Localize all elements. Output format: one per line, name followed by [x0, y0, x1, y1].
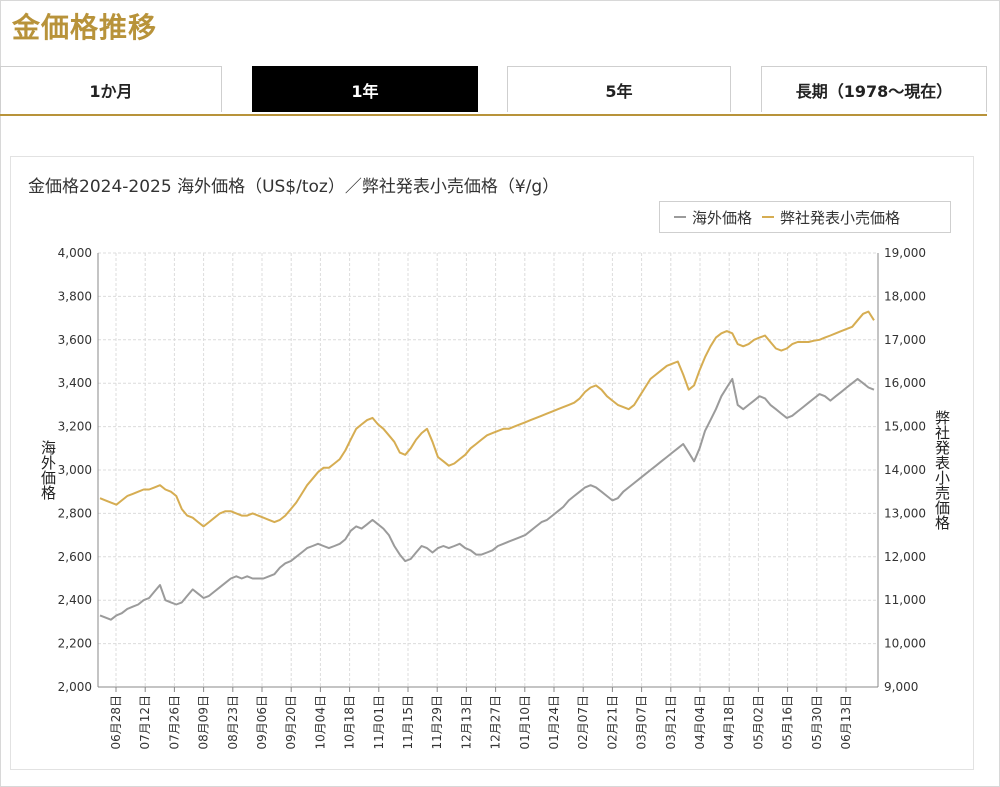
tab-1-month[interactable]: 1か月 [0, 66, 222, 112]
tab-1-year[interactable]: 1年 [252, 66, 478, 112]
y-left-tick-label: 3,000 [58, 463, 92, 477]
x-tick-label: 12月27日 [489, 695, 503, 750]
tab-5-years[interactable]: 5年 [507, 66, 731, 112]
x-tick-label: 01月10日 [518, 695, 532, 750]
y-right-tick-label: 14,000 [884, 463, 926, 477]
x-tick-label: 02月21日 [605, 695, 619, 750]
tabs-underline [0, 114, 987, 116]
x-tick-label: 08月09日 [197, 695, 211, 750]
x-tick-label: 05月30日 [810, 695, 824, 750]
x-tick-label: 08月23日 [226, 695, 240, 750]
legend-item-overseas[interactable]: 海外価格 [674, 207, 752, 228]
tab-label: 1か月 [89, 81, 133, 101]
x-tick-label: 07月26日 [167, 695, 181, 750]
chart-panel [10, 156, 974, 770]
period-tabs: 1か月 1年 5年 長期（1978〜現在） [0, 66, 1000, 116]
x-tick-label: 12月13日 [459, 695, 473, 750]
tab-long-term[interactable]: 長期（1978〜現在） [761, 66, 987, 112]
y-right-tick-label: 18,000 [884, 289, 926, 303]
y-right-tick-label: 16,000 [884, 376, 926, 390]
x-tick-label: 11月15日 [401, 695, 415, 750]
x-tick-label: 03月07日 [635, 695, 649, 750]
legend-swatch-overseas [674, 216, 686, 218]
series-line-overseas [99, 377, 875, 621]
x-tick-label: 02月07日 [576, 695, 590, 750]
chart-title: 金価格2024-2025 海外価格（US$/toz）／弊社発表小売価格（¥/g） [28, 177, 560, 197]
legend-label: 海外価格 [692, 208, 753, 227]
x-tick-label: 11月01日 [372, 695, 386, 750]
y-right-tick-label: 17,000 [884, 333, 926, 347]
y-left-tick-label: 3,200 [58, 420, 92, 434]
y-right-tick-label: 11,000 [884, 593, 926, 607]
x-tick-label: 03月21日 [664, 695, 678, 750]
x-tick-label: 06月13日 [839, 695, 853, 750]
y-left-tick-label: 2,000 [58, 680, 92, 694]
y-left-tick-label: 4,000 [58, 246, 92, 260]
y-right-tick-label: 9,000 [884, 680, 918, 694]
y-right-tick-label: 15,000 [884, 420, 926, 434]
x-tick-label: 04月04日 [693, 695, 707, 750]
y-left-tick-label: 3,600 [58, 333, 92, 347]
legend-swatch-retail [762, 216, 775, 218]
y-left-tick-label: 2,400 [58, 593, 92, 607]
y-right-tick-label: 10,000 [884, 637, 926, 651]
x-tick-label: 05月02日 [751, 695, 765, 750]
x-tick-label: 06月28日 [109, 695, 123, 750]
x-tick-label: 10月18日 [343, 695, 357, 750]
x-tick-label: 01月24日 [547, 695, 561, 750]
x-tick-label: 09月06日 [255, 695, 269, 750]
x-tick-label: 05月16日 [781, 695, 795, 750]
x-tick-label: 09月20日 [284, 695, 298, 750]
page-title: 金価格推移 [12, 11, 158, 44]
chart-legend: 海外価格 弊社発表小売価格 [659, 201, 951, 233]
y-right-tick-label: 12,000 [884, 550, 926, 564]
legend-label: 弊社発表小売価格 [780, 208, 901, 227]
tab-label: 5年 [605, 81, 633, 101]
y-left-tick-label: 2,600 [58, 550, 92, 564]
y-left-tick-label: 3,800 [58, 289, 92, 303]
x-tick-label: 10月04日 [313, 695, 327, 750]
y-right-tick-label: 19,000 [884, 246, 926, 260]
x-tick-label: 11月29日 [430, 695, 444, 750]
series-line-retail [99, 310, 875, 528]
y-left-tick-label: 3,400 [58, 376, 92, 390]
x-tick-label: 07月12日 [138, 695, 152, 750]
tab-label: 長期（1978〜現在） [795, 81, 953, 101]
legend-item-retail[interactable]: 弊社発表小売価格 [762, 207, 900, 228]
x-tick-label: 04月18日 [722, 695, 736, 750]
y-right-tick-label: 13,000 [884, 506, 926, 520]
y-left-tick-label: 2,200 [58, 637, 92, 651]
y-left-tick-label: 2,800 [58, 506, 92, 520]
tab-label: 1年 [351, 81, 379, 101]
y-left-axis-title: 海外価格 [39, 440, 57, 500]
y-right-axis-title: 弊社発表小売価格 [933, 410, 951, 530]
